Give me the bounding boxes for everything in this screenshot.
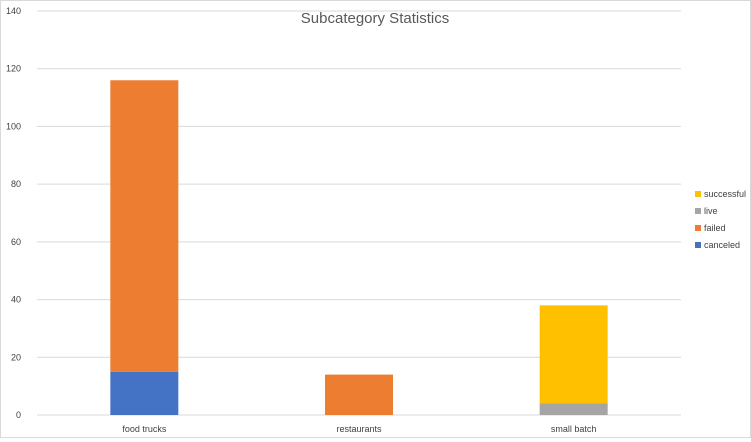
bar-failed-restaurants (325, 374, 393, 415)
y-tick-label: 140 (6, 6, 21, 16)
y-axis-ticks: 0 20 40 60 80 100 120 140 (6, 6, 21, 420)
legend: successful live failed canceled (695, 189, 746, 250)
y-tick-label: 120 (6, 64, 21, 74)
y-tick-label: 80 (11, 179, 21, 189)
x-category-label: small batch (551, 424, 597, 434)
y-tick-label: 100 (6, 121, 21, 131)
x-category-label: restaurants (336, 424, 382, 434)
y-tick-label: 0 (16, 410, 21, 420)
bar-failed-food-trucks (110, 80, 179, 372)
legend-swatch-live (695, 208, 701, 214)
chart-title: Subcategory Statistics (301, 10, 449, 27)
legend-label-live: live (704, 206, 718, 216)
legend-swatch-failed (695, 225, 701, 231)
legend-label-successful: successful (704, 189, 746, 199)
y-tick-label: 40 (11, 295, 21, 305)
y-tick-label: 20 (11, 352, 21, 362)
x-axis-categories: food trucks restaurants small batch (122, 424, 596, 434)
legend-swatch-canceled (695, 242, 701, 248)
legend-swatch-successful (695, 191, 701, 197)
x-category-label: food trucks (122, 424, 167, 434)
legend-label-canceled: canceled (704, 240, 740, 250)
bar-canceled-food-trucks (110, 371, 179, 415)
bar-live-small-batch (539, 403, 608, 415)
bars (110, 80, 608, 415)
y-tick-label: 60 (11, 237, 21, 247)
legend-label-failed: failed (704, 223, 726, 233)
bar-successful-small-batch (539, 305, 608, 404)
